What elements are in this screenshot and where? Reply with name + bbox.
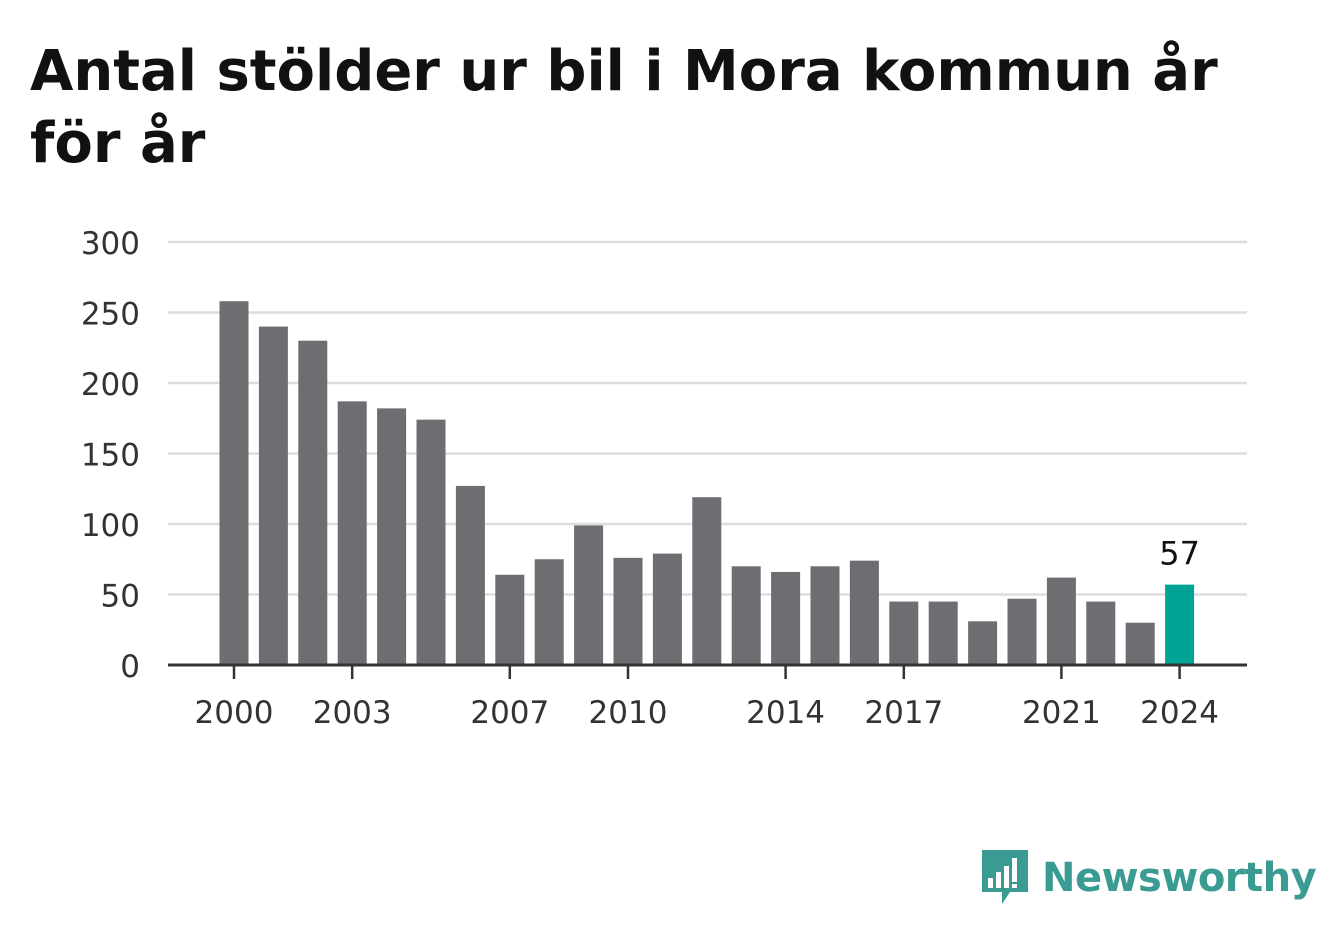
bar-2007: [495, 574, 525, 665]
y-tick-label: 50: [101, 579, 140, 615]
bar-2018: [928, 601, 958, 665]
bar-2016: [849, 560, 879, 665]
bar-2020: [1007, 598, 1037, 665]
chart-title: Antal stölder ur bil i Mora kommun år fö…: [30, 39, 1218, 176]
bar-2011: [652, 553, 682, 665]
newsworthy-logo: Newsworthy: [980, 848, 1317, 908]
bar-2005: [416, 419, 446, 665]
x-tick-label: 2021: [1022, 695, 1101, 731]
x-tick-label: 2000: [195, 695, 274, 731]
y-tick-label: 250: [81, 297, 140, 333]
bar-2019: [968, 621, 998, 665]
y-tick-label: 200: [81, 367, 140, 403]
bar-2001: [258, 326, 288, 665]
newsworthy-logo-icon: [982, 850, 1028, 904]
bar-2004: [377, 408, 407, 665]
bar-2013: [731, 566, 761, 665]
y-tick-label: 150: [81, 438, 140, 474]
bar-2010: [613, 557, 643, 665]
bar-2022: [1086, 601, 1116, 665]
bar-2023: [1125, 622, 1155, 665]
bar-2015: [810, 566, 840, 665]
x-tick-label: 2010: [589, 695, 668, 731]
data-label: 57: [1159, 535, 1200, 573]
y-tick-label: 100: [81, 508, 140, 544]
y-tick-label: 0: [120, 649, 140, 685]
bar-2012: [692, 497, 722, 665]
x-tick-label: 2017: [864, 695, 943, 731]
bar-2017: [889, 601, 919, 665]
bar-2000: [219, 301, 249, 665]
x-tick-label: 2014: [746, 695, 825, 731]
bar-2014: [771, 571, 801, 665]
bar-2008: [534, 559, 564, 665]
bar-2021: [1046, 577, 1076, 665]
bar-2009: [574, 525, 604, 665]
brand-name: Newsworthy: [1042, 855, 1317, 901]
bar-2006: [455, 485, 485, 665]
bar-2002: [298, 340, 328, 665]
y-tick-label: 300: [81, 226, 140, 262]
bar-2003: [337, 401, 367, 665]
bar-2024: [1165, 584, 1195, 665]
x-tick-label: 2003: [313, 695, 392, 731]
x-tick-label: 2007: [470, 695, 549, 731]
x-tick-label: 2024: [1140, 695, 1219, 731]
